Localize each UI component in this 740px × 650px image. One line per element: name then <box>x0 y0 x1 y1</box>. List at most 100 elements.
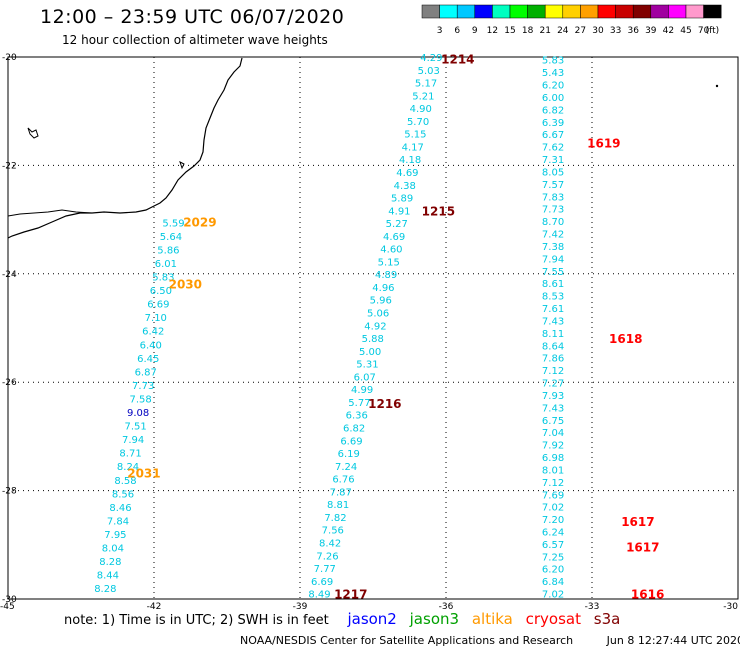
wave-height-value: 4.99 <box>351 385 373 396</box>
pass-label: 1618 <box>609 332 642 346</box>
wave-height-value: 5.00 <box>359 347 381 358</box>
wave-height-value: 4.69 <box>396 168 418 179</box>
wave-height-value: 7.43 <box>542 316 564 327</box>
pass-label: 1217 <box>334 588 367 602</box>
wave-height-value: 7.93 <box>542 391 564 402</box>
wave-height-value: 7.12 <box>542 478 564 489</box>
wave-height-value: 8.64 <box>542 341 564 352</box>
wave-height-value: 5.83 <box>542 56 564 67</box>
wave-height-value: 6.39 <box>542 118 564 129</box>
pass-label: 1214 <box>441 53 474 67</box>
wave-height-value: 8.49 <box>308 590 330 601</box>
lon-tick-label: -39 <box>293 602 308 610</box>
wave-height-value: 6.07 <box>354 372 376 383</box>
colorbar-label: 6 <box>454 26 460 36</box>
wave-height-value: 7.24 <box>335 462 357 473</box>
colorbar-label: (ft) <box>706 26 720 36</box>
wave-height-value: 5.31 <box>356 360 378 371</box>
wave-height-value: 4.38 <box>394 181 416 192</box>
island-dot <box>715 84 719 88</box>
wave-height-value: 7.62 <box>542 143 564 154</box>
colorbar-label: 15 <box>504 26 515 36</box>
colorbar-label: 21 <box>539 26 550 36</box>
wave-height-value: 5.88 <box>362 334 384 345</box>
wave-height-value: 7.73 <box>132 381 154 392</box>
lon-tick-label: -33 <box>585 602 600 610</box>
colorbar-label: 33 <box>610 26 621 36</box>
wave-height-value: 8.24 <box>117 462 139 473</box>
wave-height-value: 8.44 <box>97 571 119 582</box>
map-frame <box>7 56 739 600</box>
colorbar-label: 36 <box>627 26 639 36</box>
credit-line: NOAA/NESDIS Center for Satellite Applica… <box>240 634 740 647</box>
wave-height-value: 6.75 <box>542 416 564 427</box>
wave-height-value: 4.29 <box>420 53 442 64</box>
lon-tick-label: -42 <box>147 602 162 610</box>
wave-height-value: 6.67 <box>542 130 564 141</box>
wave-height-value: 5.83 <box>152 273 174 284</box>
wave-height-value: 7.61 <box>542 304 564 315</box>
bay-outline <box>179 161 185 170</box>
pass-label: 2029 <box>183 215 216 229</box>
wave-height-value: 7.02 <box>542 503 564 514</box>
wave-height-value: 8.81 <box>327 500 349 511</box>
colorbar-label: 45 <box>680 26 691 36</box>
coastline <box>7 57 243 239</box>
pass-label: 1616 <box>631 588 664 602</box>
wave-height-value: 5.03 <box>418 66 440 77</box>
lon-tick-label: -36 <box>439 602 454 610</box>
wave-height-value: 8.56 <box>112 489 134 500</box>
wave-height-value: 7.43 <box>542 403 564 414</box>
lat-tick-label: -22 <box>2 161 17 171</box>
colorbar-swatch <box>703 4 722 19</box>
wave-height-value: 5.15 <box>378 257 400 268</box>
pass-label: 1617 <box>626 541 659 555</box>
wave-height-value: 6.69 <box>147 300 169 311</box>
wave-height-value: 4.60 <box>380 245 402 256</box>
wave-height-value: 8.42 <box>319 538 341 549</box>
wave-height-value: 9.08 <box>127 408 149 419</box>
wave-height-value: 8.05 <box>542 167 564 178</box>
lake-outline <box>27 127 39 139</box>
lon-tick-label: -45 <box>0 602 15 610</box>
colorbar-label: 39 <box>645 26 657 36</box>
legend-s3a: s3a <box>593 610 621 628</box>
wave-height-value: 6.40 <box>140 340 162 351</box>
legend-jason2: jason2 <box>347 610 397 628</box>
wave-height-value: 6.50 <box>150 286 172 297</box>
wave-height-value: 4.90 <box>410 104 432 115</box>
wave-height-value: 7.77 <box>314 564 336 575</box>
wave-height-value: 6.69 <box>340 436 362 447</box>
color-scale-bar: 3 6 9 12 15 18 21 24 27 30 33 36 39 42 45 70(ft) <box>421 4 722 36</box>
wave-height-value: 4.92 <box>364 321 386 332</box>
wave-height-value: 7.86 <box>542 354 564 365</box>
wave-height-value: 4.96 <box>372 283 394 294</box>
wave-height-value: 7.02 <box>542 590 564 601</box>
wave-height-value: 7.31 <box>542 155 564 166</box>
wave-height-value: 7.94 <box>542 254 564 265</box>
wave-height-value: 6.84 <box>542 577 564 588</box>
pass-label: 2031 <box>127 466 160 480</box>
wave-height-value: 7.82 <box>324 513 346 524</box>
wave-height-value: 7.12 <box>542 366 564 377</box>
wave-height-value: 7.73 <box>542 205 564 216</box>
wave-height-value: 5.59 <box>162 218 184 229</box>
pass-label: 1215 <box>422 204 455 218</box>
colorbar-label: 3 <box>437 26 443 36</box>
lat-tick-label: -20 <box>2 53 17 63</box>
wave-height-value: 5.43 <box>542 68 564 79</box>
altimeter-map: -20-22-24-26-28-30-45 -42 -39 -36 -33 -305.59… <box>0 53 739 610</box>
legend-jason3: jason3 <box>409 610 460 628</box>
pass-label: 1617 <box>621 515 654 529</box>
credit-timestamp: Jun 8 12:27:44 UTC 2020 <box>606 634 740 647</box>
wave-height-value: 7.83 <box>542 192 564 203</box>
wave-height-value: 7.56 <box>322 526 344 537</box>
legend-altika: altika <box>471 610 513 628</box>
colorbar-label: 70 <box>698 26 710 36</box>
wave-height-value: 4.69 <box>383 232 405 243</box>
wave-height-value: 7.57 <box>542 180 564 191</box>
wave-height-value: 4.91 <box>388 206 410 217</box>
wave-height-value: 6.76 <box>332 475 354 486</box>
wave-height-value: 8.70 <box>542 217 564 228</box>
wave-height-value: 8.28 <box>99 557 121 568</box>
